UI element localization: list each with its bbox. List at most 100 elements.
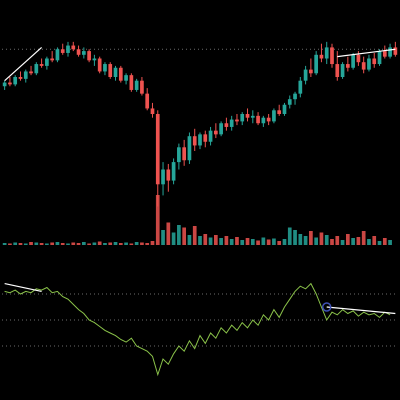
candle-body	[155, 114, 160, 185]
volume-bar	[155, 195, 160, 245]
candle-body	[319, 54, 324, 59]
candle-body	[171, 162, 176, 181]
volume-bar	[8, 243, 12, 245]
candle-body	[113, 67, 118, 77]
volume-bar	[256, 240, 260, 245]
volume-bar	[187, 235, 192, 245]
candle-body	[345, 64, 350, 68]
candle-body	[208, 130, 213, 142]
volume-bar	[60, 243, 65, 245]
candle-body	[277, 110, 282, 114]
candle-body	[240, 114, 245, 122]
candle-body	[50, 58, 55, 61]
volume-bar	[97, 241, 102, 245]
candle-body	[309, 69, 313, 74]
candle-body	[340, 64, 345, 77]
candle-body	[287, 99, 292, 105]
candle-body	[367, 58, 371, 70]
candle-body	[103, 64, 107, 72]
candle-body	[330, 47, 334, 65]
candle-body	[166, 169, 171, 181]
volume-bar	[166, 222, 171, 245]
volume-bar	[382, 238, 387, 245]
volume-bar	[87, 243, 91, 245]
volume-bar	[124, 242, 128, 245]
candle-body	[203, 134, 208, 142]
candle-body	[81, 51, 86, 55]
volume-bar	[192, 226, 197, 245]
candle-body	[161, 169, 165, 185]
candle-body	[272, 110, 276, 122]
candle-body	[124, 75, 128, 81]
volume-bar	[272, 238, 276, 245]
candle-body	[293, 93, 297, 100]
candle-body	[129, 75, 134, 90]
volume-bar	[335, 236, 340, 245]
candle-body	[282, 104, 287, 114]
candle-body	[198, 134, 202, 146]
rsi-trendline	[326, 306, 396, 315]
volume-bar	[298, 234, 303, 245]
volume-bar	[377, 241, 382, 245]
candle-body	[245, 114, 250, 118]
volume-bar	[18, 243, 23, 245]
candle-body	[45, 58, 49, 66]
volume-bar	[81, 242, 86, 245]
volume-bar	[29, 242, 33, 245]
volume-bar	[356, 237, 361, 245]
volume-bar	[140, 242, 144, 245]
volume-bar	[203, 234, 208, 245]
volume-bar	[103, 243, 107, 245]
candle-body	[229, 119, 234, 127]
volume-bar	[161, 230, 165, 245]
candle-body	[377, 51, 382, 65]
volume-bar	[245, 238, 250, 245]
candle-body	[39, 64, 44, 66]
volume-bar	[351, 238, 355, 245]
volume-bar	[118, 243, 123, 245]
volume-bar	[13, 242, 18, 245]
volume-bar	[182, 227, 187, 245]
volume-bar	[324, 235, 329, 245]
volume-bar	[150, 241, 155, 245]
candle-body	[23, 71, 28, 79]
volume-bar	[235, 237, 239, 245]
volume-bar	[261, 237, 266, 245]
volume-bar	[213, 235, 218, 245]
volume-bar	[134, 242, 139, 245]
candle-body	[324, 47, 329, 59]
candle-body	[256, 115, 260, 124]
volume-bar	[171, 232, 176, 245]
volume-bar	[92, 242, 97, 245]
volume-bar	[340, 240, 345, 245]
volume-bar	[76, 243, 81, 245]
candle-body	[145, 93, 150, 109]
volume-bar	[229, 239, 234, 245]
volume-bar	[361, 231, 366, 245]
candle-body	[55, 49, 60, 61]
volume-bar	[66, 243, 70, 245]
candle-body	[87, 51, 91, 61]
volume-bar	[50, 242, 55, 245]
volume-bar	[71, 242, 76, 245]
volume-bar	[45, 243, 49, 245]
volume-bar	[277, 241, 282, 245]
volume-bar	[303, 236, 308, 245]
volume-bar	[240, 240, 245, 245]
candle-body	[192, 136, 197, 146]
candle-body	[66, 45, 70, 53]
volume-bar	[330, 239, 334, 245]
volume-bar	[34, 242, 39, 245]
candle-body	[8, 82, 12, 85]
volume-bar	[2, 243, 7, 245]
volume-bar	[367, 239, 371, 245]
candle-body	[92, 58, 97, 61]
candle-body	[118, 67, 123, 81]
volume-bar	[250, 239, 255, 245]
candle-body	[335, 64, 340, 77]
candle-body	[213, 130, 218, 135]
rsi-line	[4, 282, 391, 377]
candle-body	[140, 80, 144, 94]
